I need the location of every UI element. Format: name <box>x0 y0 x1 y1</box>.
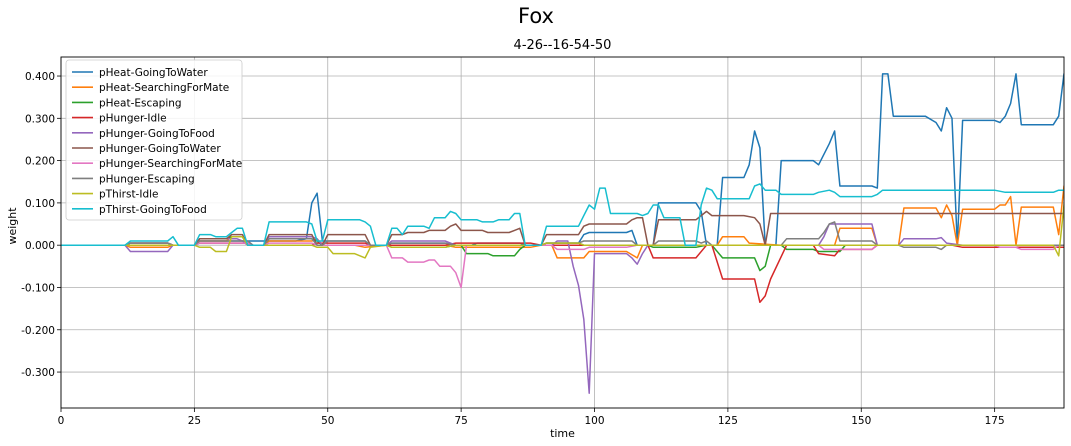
y-tick-label: 0.200 <box>25 156 55 168</box>
series-line-phunger-searchingformate <box>61 242 1064 289</box>
legend-entry: pHeat-GoingToWater <box>99 67 208 79</box>
chart-suptitle: Fox <box>518 4 554 28</box>
y-axis-label: weight <box>6 207 19 245</box>
x-tick-label: 175 <box>985 415 1005 427</box>
x-tick-label: 150 <box>851 415 871 427</box>
legend-entry: pHunger-Idle <box>99 113 167 125</box>
x-tick-label: 50 <box>321 415 334 427</box>
series-line-phunger-idle <box>61 242 1064 304</box>
y-tick-label: -0.200 <box>21 325 55 337</box>
x-tick-label: 25 <box>188 415 201 427</box>
x-tick-label: 0 <box>58 415 65 427</box>
legend-entry: pHunger-GoingToWater <box>99 143 221 155</box>
legend-entry: pThirst-Idle <box>99 189 158 201</box>
y-tick-label: 0.300 <box>25 113 55 125</box>
y-tick-label: 0.400 <box>25 71 55 83</box>
legend: pHeat-GoingToWater pHeat-SearchingForMate… <box>65 59 243 221</box>
chart-title: 4-26--16-54-50 <box>514 38 612 53</box>
y-tick-label: -0.300 <box>21 367 55 379</box>
x-axis: 0 25 50 75 100 125 150 175 <box>58 408 1005 427</box>
legend-entry: pHunger-SearchingForMate <box>99 158 242 170</box>
x-tick-label: 125 <box>718 415 738 427</box>
legend-entry: pHunger-GoingToFood <box>99 128 215 140</box>
y-axis: -0.300 -0.200 -0.100 0.000 0.100 0.200 0.300 0.… <box>21 71 61 379</box>
x-tick-label: 75 <box>454 415 467 427</box>
legend-entry: pThirst-GoingToFood <box>99 204 207 216</box>
legend-entry: pHunger-Escaping <box>99 173 195 185</box>
legend-box <box>65 59 243 221</box>
y-tick-label: -0.100 <box>21 282 55 294</box>
series-line-pheat-escaping <box>61 235 1064 272</box>
plot-frame <box>60 56 1065 409</box>
series-line-pthirst-goingtofood <box>61 183 1064 246</box>
y-tick-label: 0.000 <box>25 240 55 252</box>
legend-entry: pHeat-SearchingForMate <box>99 82 229 94</box>
legend-entry: pHeat-Escaping <box>99 97 182 109</box>
x-axis-label: time <box>550 427 575 440</box>
x-tick-label: 100 <box>584 415 604 427</box>
y-tick-label: 0.100 <box>25 198 55 210</box>
series-line-pthirst-idle <box>61 199 1064 259</box>
series-lines <box>61 73 1064 394</box>
